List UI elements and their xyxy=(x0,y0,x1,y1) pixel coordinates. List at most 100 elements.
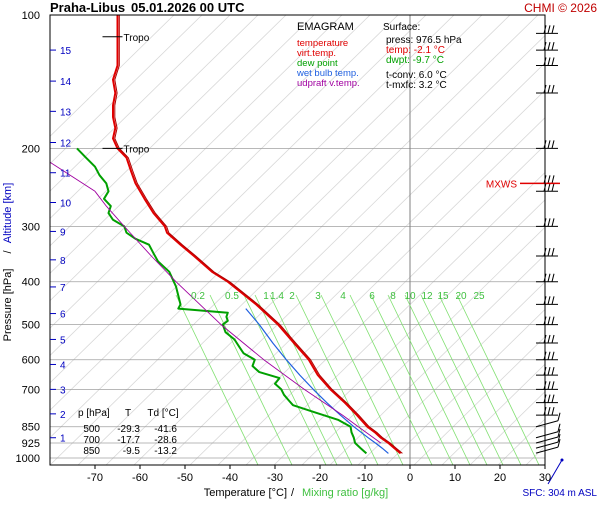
mixing-ratio-line xyxy=(370,294,454,465)
sfc-label: SFC: 304 m ASL xyxy=(523,488,598,499)
surface-line: dwpt: -9.7 °C xyxy=(386,55,444,66)
wind-barb-feather xyxy=(551,406,555,416)
dewpoint-line xyxy=(76,147,368,455)
x-axis-separator: / xyxy=(291,487,295,499)
wind-barb xyxy=(536,183,558,192)
x-axis-title-temp: Temperature [°C] xyxy=(204,487,287,499)
wind-barb-feather xyxy=(551,296,555,305)
surface-title: Surface: xyxy=(383,22,420,33)
table-cell-temp: -29.3 xyxy=(117,424,140,435)
mixing-ratio-label: 25 xyxy=(473,291,485,302)
altitude-tick-label: 9 xyxy=(60,227,66,238)
x-tick-label: -50 xyxy=(177,472,193,484)
surface-line: t-mxfc: 3.2 °C xyxy=(386,80,447,91)
skew-grid-line xyxy=(133,62,545,465)
skew-grid-line xyxy=(189,117,545,465)
sounding-datetime: 05.01.2026 00 UTC xyxy=(131,0,245,15)
wind-barb-feather xyxy=(551,41,555,51)
wind-barb-shaft xyxy=(535,431,559,439)
pressure-tick-label: 1000 xyxy=(16,453,40,465)
wind-barb-feather xyxy=(551,218,555,227)
temperature-line xyxy=(112,15,402,455)
mixing-ratio-label: 20 xyxy=(455,291,467,302)
legend-item: udpraft v.temp. xyxy=(297,78,360,89)
mixing-ratio-line xyxy=(420,294,504,465)
mixing-ratio-line xyxy=(269,294,353,465)
table-cell-temp: -9.5 xyxy=(123,446,141,457)
x-tick-label: -70 xyxy=(87,472,103,484)
legend-item: virt.temp. xyxy=(297,48,336,59)
updraft-line xyxy=(94,191,382,444)
altitude-tick-label: 6 xyxy=(60,310,66,321)
altitude-tick-label: 8 xyxy=(60,256,66,267)
wind-barb-feather xyxy=(551,334,555,344)
skew-grid-line xyxy=(50,15,511,465)
altitude-tick-label: 12 xyxy=(60,138,72,149)
mixing-ratio-line xyxy=(209,294,293,465)
y-axis-title-pressure: Pressure [hPa] xyxy=(2,269,14,342)
sfc-marker xyxy=(547,459,563,485)
x-tick-label: -30 xyxy=(267,472,283,484)
wind-barb-feather xyxy=(547,25,551,34)
wind-barb-feather xyxy=(551,273,555,282)
mixing-ratio-label: 0.5 xyxy=(225,291,239,302)
wind-barb-feather xyxy=(547,57,551,66)
wind-barb-feather xyxy=(547,366,551,376)
wind-barb-shaft xyxy=(535,420,559,428)
wind-barb xyxy=(536,25,558,34)
pressure-tick-label: 500 xyxy=(22,320,40,332)
wind-barb-feather xyxy=(547,316,551,325)
table-cell-dewpoint: -28.6 xyxy=(154,435,177,446)
skew-grid-line xyxy=(413,336,545,465)
x-axis-title-mix: Mixing ratio [g/kg] xyxy=(302,487,388,499)
wind-barb xyxy=(536,334,558,344)
wind-barb xyxy=(535,439,561,454)
x-tick-label: 10 xyxy=(449,472,461,484)
wind-barb xyxy=(536,381,558,390)
skew-grid-line xyxy=(469,391,545,465)
skew-grid-line xyxy=(50,15,175,137)
mixing-ratio-label: 3 xyxy=(315,291,321,302)
pressure-tick-label: 925 xyxy=(22,438,40,450)
mixing-ratio-label: 1.4 xyxy=(270,291,284,302)
mixing-ratio-label: 6 xyxy=(369,291,375,302)
wind-barb-shaft xyxy=(535,436,559,444)
wind-barb-feather xyxy=(551,316,555,325)
pressure-tick-label: 100 xyxy=(22,10,40,22)
skew-grid-line xyxy=(525,445,545,465)
mxws-label: MXWS xyxy=(486,179,517,190)
wind-barb xyxy=(536,316,558,326)
wind-barb xyxy=(535,428,561,444)
wind-barb xyxy=(535,434,561,449)
skew-grid-line xyxy=(50,15,483,439)
table-cell-temp: -17.7 xyxy=(117,435,140,446)
skew-grid-line xyxy=(50,15,343,302)
wind-barb-feather xyxy=(551,57,555,66)
plot-frame xyxy=(49,14,546,466)
wind-barb-feather xyxy=(557,434,561,443)
wind-barb-feather xyxy=(547,41,551,51)
skew-grid-line xyxy=(217,144,545,465)
wind-barb xyxy=(535,423,561,439)
wind-barb xyxy=(536,84,558,94)
mixing-ratio-line xyxy=(295,294,379,465)
mixing-ratio-line xyxy=(254,294,338,465)
wind-barb xyxy=(536,273,558,283)
wind-barb xyxy=(536,406,558,416)
mixing-ratio-line xyxy=(438,294,522,465)
skew-grid-line xyxy=(441,363,545,465)
legend-item: dew point xyxy=(297,58,338,69)
wind-barb-feather xyxy=(547,140,551,149)
skew-grid-line xyxy=(301,226,545,465)
altitude-tick-label: 4 xyxy=(60,360,66,371)
skew-grid-line xyxy=(245,171,545,465)
legend-title: EMAGRAM xyxy=(297,21,354,33)
wind-barb xyxy=(536,366,558,376)
wind-barb xyxy=(536,394,558,404)
credit-label: CHMI © 2026 xyxy=(524,1,597,15)
wind-barb-feather xyxy=(551,394,555,403)
wind-barb-feather xyxy=(547,183,551,192)
sfc-dot xyxy=(560,458,564,462)
